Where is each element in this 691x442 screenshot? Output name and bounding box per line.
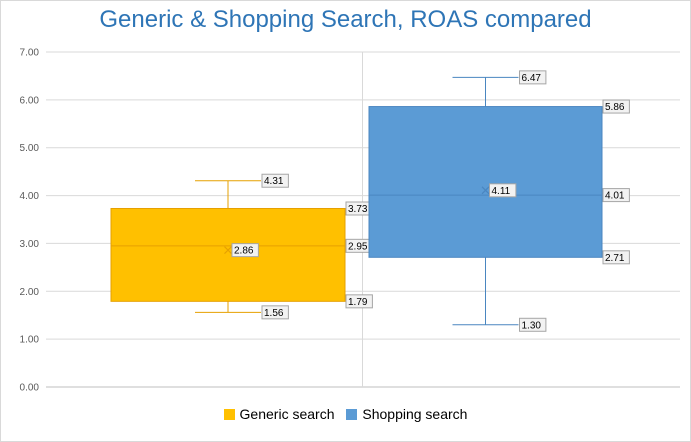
shopping-label-mean: 4.11: [492, 186, 511, 197]
y-tick-label: 5.00: [20, 143, 40, 154]
generic-label-max: 4.31: [264, 176, 284, 187]
shopping-label-q1: 2.71: [605, 253, 625, 264]
shopping-label-min-box: [519, 317, 547, 332]
generic-label-min: 1.56: [264, 308, 284, 319]
shopping-label-median: 4.01: [605, 191, 625, 202]
legend-swatch-generic: [223, 408, 235, 420]
y-tick-label: 6.00: [20, 95, 40, 106]
generic-label-q1: 1.79: [348, 297, 368, 308]
shopping-label-mean-box: [489, 183, 517, 198]
generic-label-max-box: [261, 173, 289, 188]
y-tick-label: 0.00: [20, 383, 40, 394]
legend-item-generic: Generic search: [223, 406, 335, 422]
generic-mean-marker: [224, 246, 232, 255]
generic-label-q3: 3.73: [348, 204, 368, 215]
shopping-label-q1-box: [602, 250, 630, 265]
legend-label-shopping: Shopping search: [362, 406, 468, 422]
y-tick-label: 4.00: [20, 191, 40, 202]
legend-item-shopping: Shopping search: [346, 406, 467, 422]
y-tick-label: 3.00: [20, 239, 40, 250]
shopping-label-max: 6.47: [522, 73, 542, 84]
generic-label-min-box: [261, 305, 289, 320]
y-tick-label: 2.00: [20, 287, 40, 298]
shopping-box: [368, 106, 603, 258]
shopping-mean-marker: [481, 186, 490, 195]
legend-swatch-shopping: [346, 408, 358, 420]
generic-label-median: 2.95: [348, 241, 368, 252]
legend-label-generic: Generic search: [239, 406, 335, 422]
generic-label-q1-box: [345, 294, 373, 309]
generic-label-mean-box: [231, 243, 259, 258]
chart-legend: Generic search Shopping search: [0, 406, 691, 423]
y-tick-label: 1.00: [20, 335, 40, 346]
generic-box: [110, 207, 346, 302]
chart-title: Generic & Shopping Search, ROAS compared: [99, 6, 592, 33]
shopping-label-q3-box: [602, 99, 630, 114]
shopping-label-median-box: [602, 188, 630, 203]
y-tick-label: 7.00: [20, 48, 40, 59]
shopping-label-max-box: [519, 70, 547, 85]
shopping-label-q3: 5.86: [605, 102, 625, 113]
generic-label-mean: 2.86: [234, 246, 254, 257]
shopping-label-min: 1.30: [522, 320, 542, 331]
